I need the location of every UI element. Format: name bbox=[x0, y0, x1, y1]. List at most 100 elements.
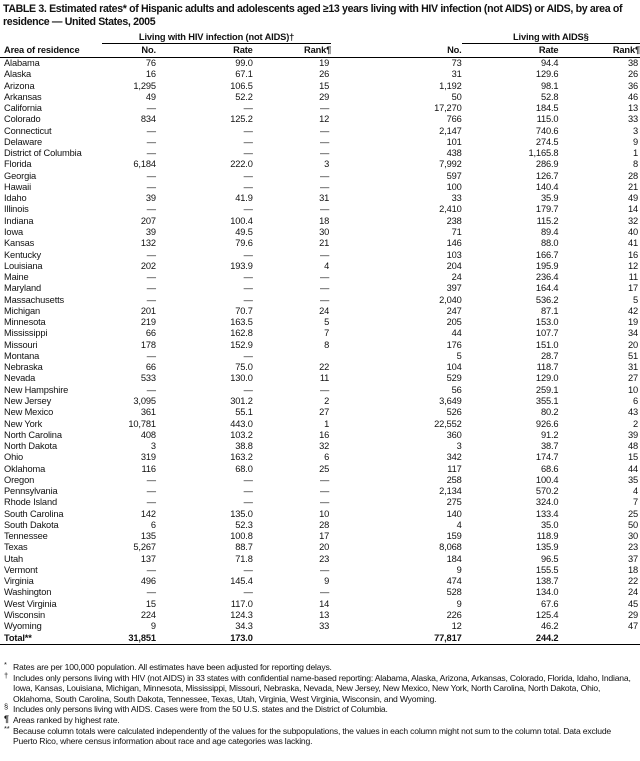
table-row: Ohio 319 163.2 6 342 174.7 15 bbox=[0, 452, 640, 463]
cell-hiv-no: 496 bbox=[140, 576, 156, 587]
table-row: Hawaii — — — 100 140.4 21 bbox=[0, 182, 640, 193]
table-row: Delaware — — — 101 274.5 9 bbox=[0, 137, 640, 148]
cell-aids-rank: 28 bbox=[627, 170, 638, 181]
cell-aids-rank: 21 bbox=[627, 181, 638, 192]
cell-hiv-rank: 10 bbox=[319, 508, 330, 519]
cell-hiv-no: 178 bbox=[140, 339, 156, 350]
cell-hiv-rate: 99.0 bbox=[235, 58, 253, 68]
table-row: District of Columbia — — — 438 1,165.8 1 bbox=[0, 148, 640, 159]
cell-hiv-no: 116 bbox=[141, 463, 157, 474]
cell-aids-no: 17,270 bbox=[434, 103, 462, 114]
cell-hiv-rank: — bbox=[320, 136, 330, 147]
column-header-hiv-rank: Rank¶ bbox=[252, 43, 331, 58]
cell-hiv-rank: 30 bbox=[319, 226, 330, 237]
cell-aids-rank: 5 bbox=[632, 294, 638, 305]
cell-hiv-no: 533 bbox=[140, 373, 156, 384]
cell-area: Montana bbox=[4, 350, 40, 361]
cell-hiv-rank: 23 bbox=[319, 553, 330, 564]
cell-area: Arizona bbox=[4, 80, 35, 91]
cell-aids-rank: 49 bbox=[627, 193, 638, 204]
cell-aids-rank: 41 bbox=[627, 238, 638, 249]
cell-area: Indiana bbox=[4, 215, 34, 226]
cell-hiv-rank: 18 bbox=[319, 215, 330, 226]
cell-hiv-no: 76 bbox=[145, 58, 156, 68]
column-header-area: Area of residence bbox=[0, 43, 102, 58]
cell-aids-no: 597 bbox=[446, 170, 462, 181]
footnote-text: Rates are per 100,000 population. All es… bbox=[13, 662, 332, 672]
cell-area: Minnesota bbox=[4, 317, 46, 328]
cell-hiv-rank: 15 bbox=[319, 80, 330, 91]
cell-aids-rank: 37 bbox=[627, 553, 638, 564]
cell-area: Virginia bbox=[4, 576, 34, 587]
table-title: TABLE 3. Estimated rates* of Hispanic ad… bbox=[3, 3, 623, 28]
cell-hiv-no: 1,295 bbox=[133, 80, 156, 91]
column-header-aids-rate: Rate bbox=[461, 43, 559, 58]
cell-hiv-rank: — bbox=[320, 474, 330, 485]
cell-hiv-rate: 163.5 bbox=[230, 317, 253, 328]
table-row: Nebraska 66 75.0 22 104 118.7 31 bbox=[0, 362, 640, 373]
cell-aids-no: 4 bbox=[456, 519, 462, 530]
cell-hiv-rank: 20 bbox=[319, 542, 330, 553]
cell-hiv-rank: — bbox=[320, 249, 330, 260]
footnote-text: Because column totals were calculated in… bbox=[13, 725, 611, 747]
cell-aids-rate: 98.1 bbox=[540, 80, 559, 91]
cell-area: Idaho bbox=[4, 193, 27, 204]
cell-aids-rank: 24 bbox=[627, 587, 638, 598]
cell-hiv-rate: 70.7 bbox=[235, 305, 253, 316]
cell-aids-rank: 45 bbox=[627, 598, 638, 609]
cell-hiv-rate: — bbox=[243, 564, 253, 575]
cell-hiv-rank: 14 bbox=[319, 598, 330, 609]
cell-hiv-no: 39 bbox=[145, 193, 156, 204]
cell-hiv-rank: 25 bbox=[319, 463, 330, 474]
cell-aids-no: 474 bbox=[446, 576, 462, 587]
table-row: New York 10,781 443.0 1 22,552 926.6 2 bbox=[0, 419, 640, 430]
cell-aids-rank: 48 bbox=[627, 441, 638, 452]
table-row: Oklahoma 116 68.0 25 117 68.6 44 bbox=[0, 464, 640, 475]
footnote-text: Includes only persons living with AIDS. … bbox=[13, 704, 388, 715]
table-row: Utah 137 71.8 23 184 96.5 37 bbox=[0, 554, 640, 565]
table-row: Wisconsin 224 124.3 13 226 125.4 29 bbox=[0, 610, 640, 621]
cell-hiv-rank: — bbox=[320, 125, 330, 136]
footnote: ¶ Areas ranked by highest rate. bbox=[4, 714, 636, 726]
cell-aids-rank: 2 bbox=[632, 418, 638, 429]
cell-area: South Dakota bbox=[4, 519, 59, 530]
cell-hiv-rate: — bbox=[243, 474, 253, 485]
cell-hiv-no: 319 bbox=[140, 452, 156, 463]
cell-aids-no: 8,068 bbox=[439, 542, 462, 553]
table-row: Mississippi 66 162.8 7 44 107.7 34 bbox=[0, 328, 640, 339]
cell-hiv-rate: 222.0 bbox=[230, 159, 253, 170]
cell-aids-no: 50 bbox=[451, 91, 462, 102]
cell-aids-rate: 133.4 bbox=[535, 508, 559, 519]
cell-hiv-rank: 31 bbox=[319, 193, 330, 204]
cell-aids-rate: 138.7 bbox=[535, 576, 559, 587]
cell-area: Nevada bbox=[4, 373, 36, 384]
cell-aids-rate: 244.2 bbox=[461, 632, 559, 645]
footnote-mark: † bbox=[4, 670, 8, 680]
cell-aids-rate: 274.5 bbox=[535, 136, 559, 147]
cell-hiv-rate: — bbox=[243, 587, 253, 598]
cell-hiv-rank: 29 bbox=[319, 91, 330, 102]
cell-aids-rate: 28.7 bbox=[540, 350, 559, 361]
cell-aids-rank: 20 bbox=[627, 339, 638, 350]
cell-aids-rate: 88.0 bbox=[540, 238, 559, 249]
table-row: Massachusetts — — — 2,040 536.2 5 bbox=[0, 295, 640, 306]
cell-aids-rate: 91.2 bbox=[540, 429, 559, 440]
cell-hiv-rate: — bbox=[243, 125, 253, 136]
table-row: Oregon — — — 258 100.4 35 bbox=[0, 475, 640, 486]
cell-hiv-rate: 173.0 bbox=[155, 632, 253, 645]
cell-hiv-rank: 3 bbox=[324, 159, 330, 170]
cell-hiv-no: 16 bbox=[145, 69, 156, 80]
table-row: New Jersey 3,095 301.2 2 3,649 355.1 6 bbox=[0, 396, 640, 407]
table-row: Pennsylvania — — — 2,134 570.2 4 bbox=[0, 486, 640, 497]
cell-aids-rank: 42 bbox=[627, 305, 638, 316]
cell-aids-no: 5 bbox=[456, 350, 462, 361]
cell-area: Colorado bbox=[4, 114, 41, 125]
cell-aids-no: 526 bbox=[446, 407, 462, 418]
cell-aids-no: 397 bbox=[446, 283, 462, 294]
cell-area: Missouri bbox=[4, 339, 38, 350]
table-row: New Hampshire — — — 56 259.1 10 bbox=[0, 385, 640, 396]
footnote: * Rates are per 100,000 population. All e… bbox=[4, 660, 636, 673]
cell-hiv-no: 66 bbox=[145, 328, 156, 339]
cell-aids-rate: 125.4 bbox=[535, 610, 559, 621]
cell-aids-rank: 7 bbox=[632, 497, 638, 508]
